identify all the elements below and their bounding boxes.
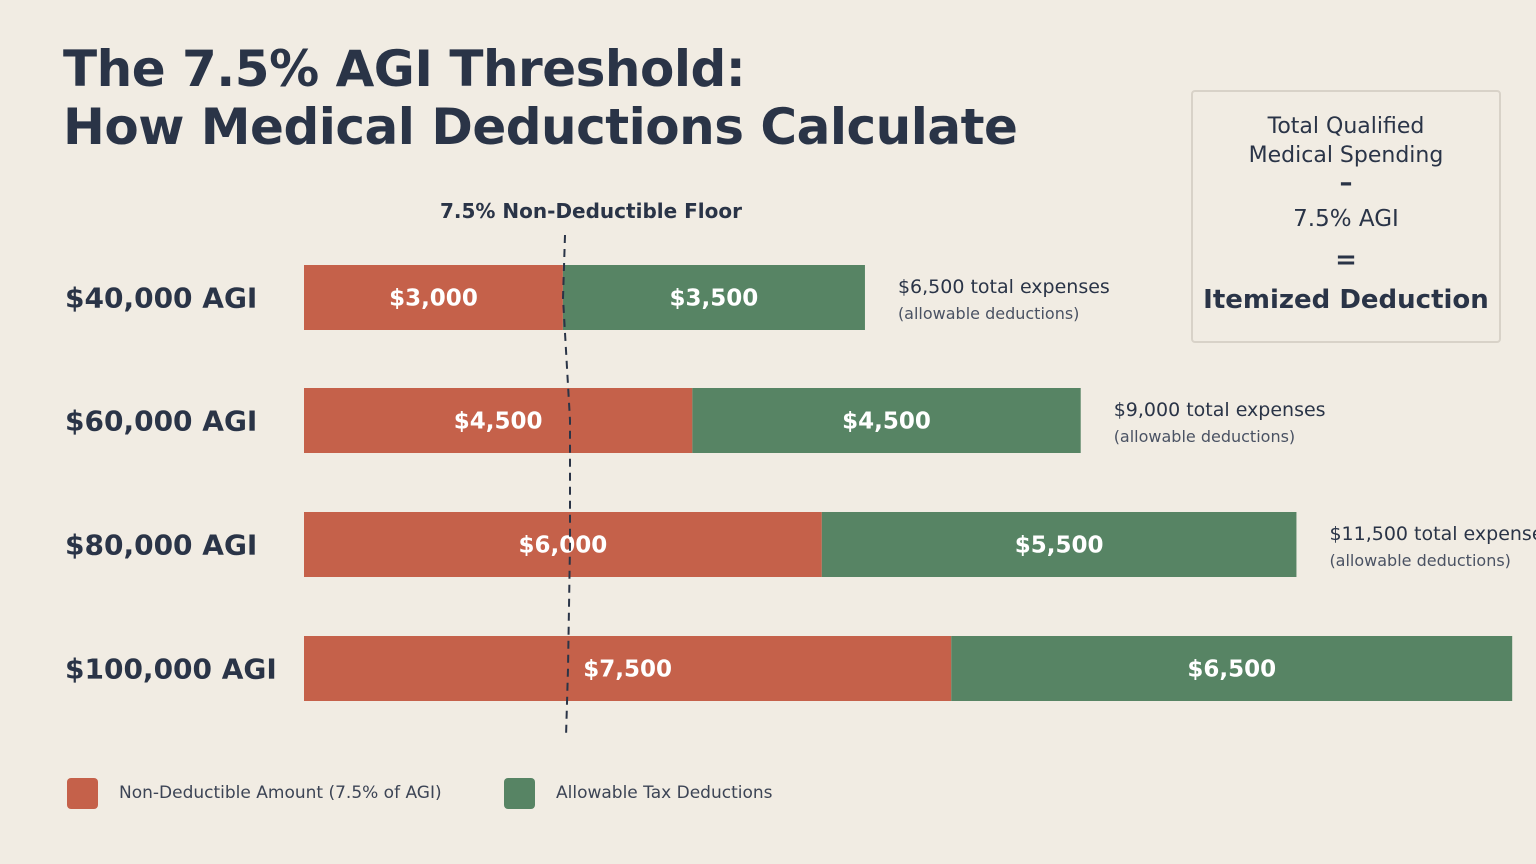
formula-line1: Total Qualified <box>1267 114 1425 139</box>
total-expenses-label: $6,500 total expenses <box>898 276 1110 298</box>
bar-segment-non-deductible <box>304 512 822 577</box>
category-label: $40,000 AGI <box>65 282 257 315</box>
legend-item-allowable: Allowable Tax Deductions <box>504 777 773 809</box>
total-expenses-label: $11,500 total expenses <box>1329 523 1536 545</box>
bar-value-label: $4,500 <box>842 409 931 435</box>
bar-value-label: $3,500 <box>670 286 759 312</box>
formula-box: Total Qualified Medical Spending – 7.5% … <box>1191 90 1501 343</box>
legend-label-allowable: Allowable Tax Deductions <box>556 783 773 803</box>
formula-agi: 7.5% AGI <box>1293 206 1399 232</box>
legend-label-non-deductible: Non-Deductible Amount (7.5% of AGI) <box>119 783 442 803</box>
legend-swatch-allowable <box>504 777 535 809</box>
legend-item-non-deductible: Non-Deductible Amount (7.5% of AGI) <box>67 777 442 809</box>
total-expenses-label: $9,000 total expenses <box>1114 399 1326 421</box>
bar-segment-allowable <box>562 265 865 330</box>
formula-line2: Medical Spending <box>1248 143 1444 168</box>
bar-value-label: $7,500 <box>583 657 672 683</box>
chart-title: The 7.5% AGI Threshold: How Medical Dedu… <box>63 40 1018 156</box>
bar-segment-non-deductible <box>304 636 952 701</box>
legend-swatch-non-deductible <box>67 777 98 809</box>
formula-minus-sign: – <box>1339 168 1353 198</box>
allowable-deductions-note: (allowable deductions) <box>898 304 1079 323</box>
bar-value-label: $6,500 <box>1187 657 1276 683</box>
allowable-deductions-note: (allowable deductions) <box>1329 551 1510 570</box>
category-label: $100,000 AGI <box>65 653 277 686</box>
bar-value-label: $4,500 <box>454 409 543 435</box>
bar-segment-non-deductible <box>304 265 563 330</box>
bar-segment-allowable <box>951 636 1513 701</box>
bar-value-label: $3,000 <box>389 286 478 312</box>
allowable-deductions-note: (allowable deductions) <box>1114 427 1295 446</box>
bar-value-label: $5,500 <box>1015 533 1104 559</box>
formula-spending: Total Qualified Medical Spending <box>1193 112 1499 170</box>
bar-value-label: $6,000 <box>519 533 608 559</box>
bar-segment-non-deductible <box>304 388 693 453</box>
bar-segment-allowable <box>821 512 1297 577</box>
chart-title-line2: How Medical Deductions Calculate <box>63 98 1018 156</box>
category-label: $60,000 AGI <box>65 405 257 438</box>
chart-title-line1: The 7.5% AGI Threshold: <box>63 40 746 98</box>
category-label: $80,000 AGI <box>65 529 257 562</box>
formula-result: Itemized Deduction <box>1203 285 1489 315</box>
formula-equals-sign: = <box>1335 245 1357 275</box>
floor-label: 7.5% Non-Deductible Floor <box>440 199 743 223</box>
bar-segment-allowable <box>692 388 1081 453</box>
